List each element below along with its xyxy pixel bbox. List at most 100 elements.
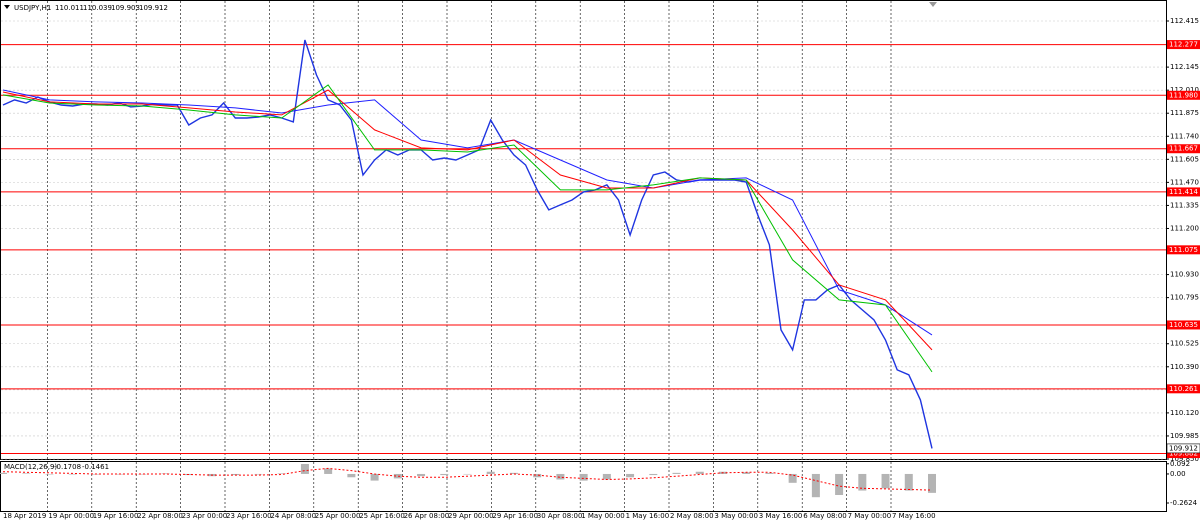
symbol: USDJPY,H1	[14, 4, 51, 12]
y-tick-label: 111.200	[1170, 224, 1199, 232]
menu-arrow	[4, 5, 10, 9]
header-value: 109.903	[111, 4, 140, 12]
y-tick-label: 111.335	[1170, 201, 1199, 209]
time-label: 19 Apr 16:00	[93, 512, 139, 520]
time-label: 30 Apr 08:00	[537, 512, 583, 520]
macd-bar	[486, 471, 495, 474]
y-tick-label: 112.415	[1170, 17, 1199, 25]
macd-bar	[417, 473, 426, 477]
header-value: 110.039	[83, 4, 112, 12]
macd-bar	[324, 468, 333, 474]
y-tick-label: 109.985	[1170, 432, 1199, 440]
level-label-box	[1167, 144, 1200, 154]
time-label: 7 May 00:00	[848, 512, 892, 520]
macd-bar	[556, 473, 565, 480]
time-label: 22 Apr 08:00	[137, 512, 183, 520]
time-label: 23 Apr 00:00	[182, 512, 228, 520]
macd-bar	[672, 472, 681, 474]
time-label: 23 Apr 16:00	[226, 512, 272, 520]
macd-title: MACD(12,26,9)	[4, 463, 57, 471]
time-label: 3 May 00:00	[714, 512, 758, 520]
time-label: 26 Apr 08:00	[404, 512, 450, 520]
macd-bar	[811, 473, 820, 498]
time-label: 29 Apr 00:00	[448, 512, 494, 520]
moving-average	[2, 84, 933, 373]
macd-bar	[440, 473, 449, 476]
level-label-box	[1167, 384, 1200, 394]
macd-bar	[742, 472, 751, 474]
macd-bar	[533, 473, 542, 478]
y-tick-label: -0.2624	[1170, 499, 1198, 507]
header-value: 109.912	[139, 4, 168, 12]
macd-bar	[68, 473, 77, 475]
header: USDJPY,H1	[4, 4, 51, 12]
y-tick-label: 110.390	[1170, 363, 1199, 371]
macd-value: -0.1461	[82, 463, 109, 471]
macd-bar	[463, 473, 472, 475]
macd-bar	[626, 473, 635, 478]
level-label-box	[1167, 245, 1200, 255]
current-price-box	[1166, 443, 1200, 454]
macd-bar	[138, 473, 147, 475]
macd-bar	[695, 471, 704, 474]
y-tick-label: 110.120	[1170, 409, 1199, 417]
macd-bar	[393, 473, 402, 479]
level-label-box	[1167, 40, 1200, 50]
macd-bar	[0, 472, 7, 474]
level-label: 111.667	[1169, 145, 1198, 153]
y-tick-label: 0.00	[1170, 470, 1186, 478]
time-label: 1 May 16:00	[626, 512, 670, 520]
level-label: 111.075	[1169, 246, 1198, 254]
level-label: 111.414	[1169, 188, 1198, 196]
header-value: 110.011	[55, 4, 84, 12]
macd-bar	[649, 473, 658, 476]
macd-bar	[509, 472, 518, 474]
macd-bar	[928, 473, 936, 493]
time-label: 2 May 08:00	[670, 512, 714, 520]
y-tick-label: 110.525	[1170, 340, 1199, 348]
macd-bar	[788, 473, 797, 483]
level-label: 112.277	[1169, 41, 1198, 49]
y-tick-label: 110.795	[1170, 294, 1199, 302]
time-label: 3 May 16:00	[759, 512, 803, 520]
shift-marker	[929, 2, 937, 7]
level-label-box	[1167, 320, 1200, 330]
y-tick-label: 111.605	[1170, 155, 1199, 163]
level-label: 110.261	[1169, 385, 1198, 393]
macd-bar	[835, 473, 844, 495]
macd-bar	[300, 463, 309, 474]
time-label: 19 Apr 00:00	[48, 512, 94, 520]
macd-bar	[254, 473, 263, 475]
time-label: 7 May 16:00	[892, 512, 936, 520]
macd-bar	[881, 473, 890, 489]
y-tick-label: 111.875	[1170, 109, 1199, 117]
current-price-label: 109.912	[1169, 444, 1198, 452]
time-label: 29 Apr 16:00	[492, 512, 538, 520]
level-label: 110.635	[1169, 321, 1198, 329]
time-label: 1 May 00:00	[581, 512, 625, 520]
macd-bar	[858, 473, 867, 491]
time-label: 18 Apr 2019	[3, 512, 46, 520]
macd-bar	[602, 473, 611, 480]
main-frame	[0, 0, 1167, 460]
macd-bar	[45, 473, 54, 475]
y-tick-label: 109.850	[1170, 455, 1199, 463]
time-label: 25 Apr 00:00	[315, 512, 361, 520]
macd-value: -0.1708	[54, 463, 81, 471]
price-line	[2, 39, 933, 449]
macd-bar	[277, 473, 286, 474]
macd-frame	[0, 461, 1167, 512]
macd-bar	[22, 473, 31, 474]
level-label: 111.980	[1169, 91, 1198, 99]
moving-average	[2, 89, 933, 351]
signal-line	[2, 467, 933, 491]
level-label: 109.882	[1169, 450, 1198, 458]
y-tick-label: 0.092	[1170, 460, 1190, 468]
level-label-box	[1167, 187, 1200, 197]
macd-bar	[347, 473, 356, 478]
y-tick-label: 112.010	[1170, 86, 1199, 94]
y-tick-label: 110.930	[1170, 271, 1199, 279]
time-label: 6 May 08:00	[803, 512, 847, 520]
